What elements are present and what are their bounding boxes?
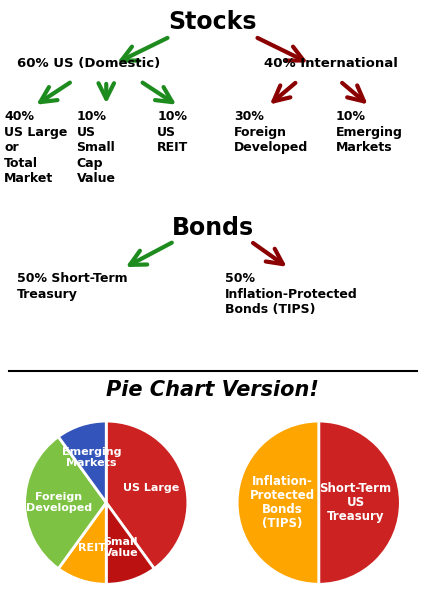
Text: Small
Value: Small Value: [104, 537, 138, 558]
Text: Short-Term
US
Treasury: Short-Term US Treasury: [320, 482, 391, 523]
Text: 30%
Foreign
Developed: 30% Foreign Developed: [234, 110, 308, 154]
Text: REIT: REIT: [78, 543, 105, 553]
Text: Emerging
Markets: Emerging Markets: [62, 447, 122, 468]
Wedge shape: [237, 421, 319, 584]
Wedge shape: [106, 421, 188, 569]
Wedge shape: [25, 436, 106, 569]
Text: 60% US (Domestic): 60% US (Domestic): [17, 57, 160, 70]
Text: 40% International: 40% International: [264, 57, 397, 70]
Text: Foreign
Developed: Foreign Developed: [26, 492, 92, 513]
Text: Stocks: Stocks: [168, 10, 257, 34]
Text: Inflation-
Protected
Bonds
(TIPS): Inflation- Protected Bonds (TIPS): [249, 475, 314, 530]
Wedge shape: [106, 503, 154, 584]
Wedge shape: [58, 503, 106, 584]
Text: Bonds: Bonds: [171, 216, 254, 240]
Text: 40%
US Large
or
Total
Market: 40% US Large or Total Market: [4, 110, 68, 185]
Text: 10%
US
REIT: 10% US REIT: [157, 110, 189, 154]
Text: US Large: US Large: [123, 483, 179, 493]
Text: Pie Chart Version!: Pie Chart Version!: [106, 381, 319, 400]
Text: 50% Short-Term
Treasury: 50% Short-Term Treasury: [17, 272, 128, 301]
Text: 10%
US
Small
Cap
Value: 10% US Small Cap Value: [76, 110, 116, 185]
Wedge shape: [319, 421, 400, 584]
Text: 10%
Emerging
Markets: 10% Emerging Markets: [336, 110, 402, 154]
Wedge shape: [58, 421, 106, 503]
Text: 50%
Inflation-Protected
Bonds (TIPS): 50% Inflation-Protected Bonds (TIPS): [225, 272, 358, 316]
